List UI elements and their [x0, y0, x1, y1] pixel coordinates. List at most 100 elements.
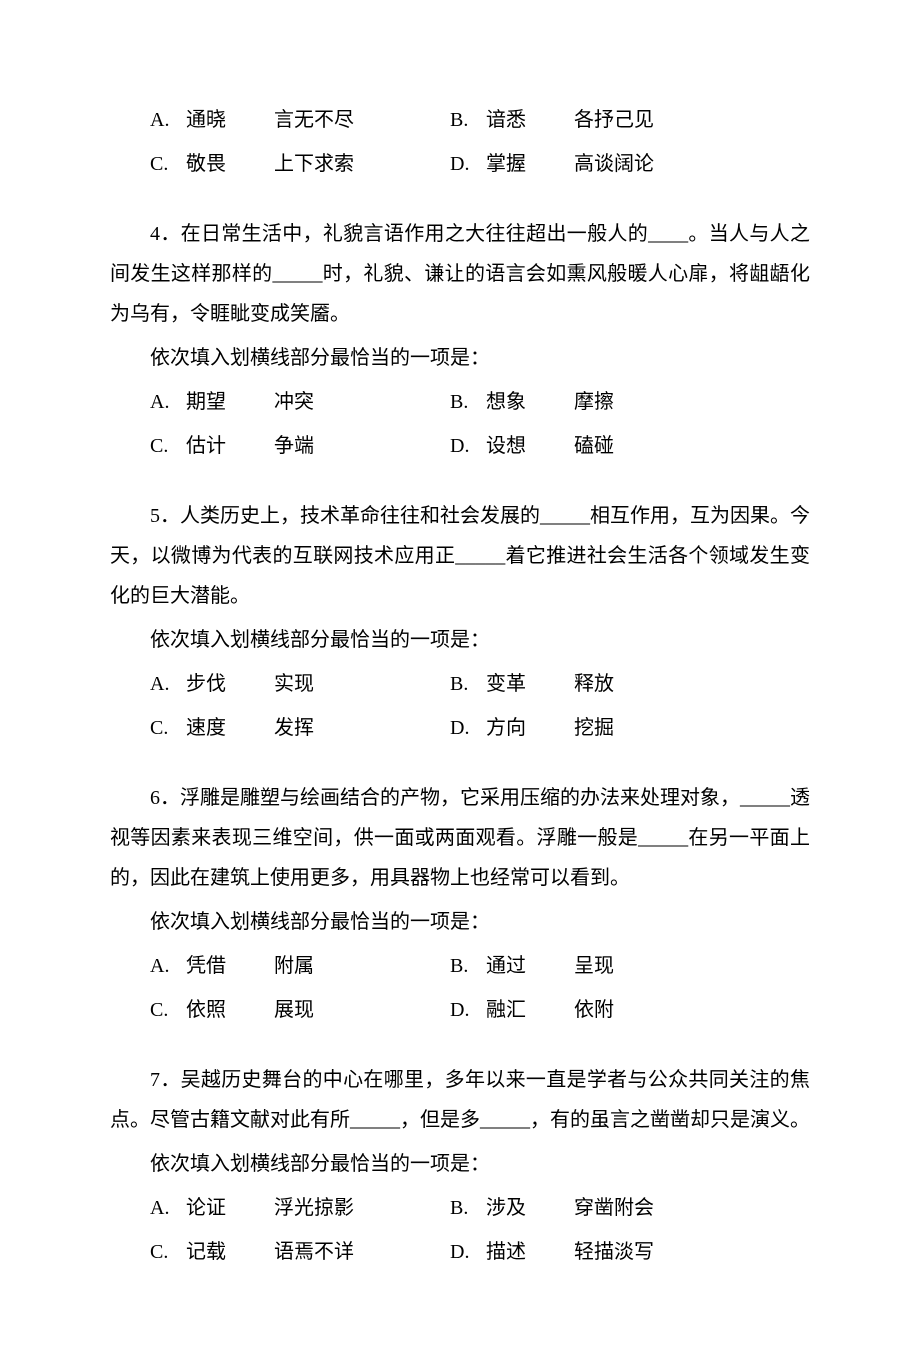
option-word-2: 穿凿附会	[574, 1188, 674, 1228]
option-row: C. 依照 展现 D. 融汇 依附	[150, 990, 810, 1030]
option-word-1: 描述	[486, 1232, 574, 1272]
option-word-2: 挖掘	[574, 708, 674, 748]
option-word-2: 附属	[274, 946, 374, 986]
option-row: A. 凭借 附属 B. 通过 呈现	[150, 946, 810, 986]
option-word-1: 凭借	[186, 946, 274, 986]
option-a[interactable]: A. 步伐 实现	[150, 664, 450, 704]
option-c[interactable]: C. 估计 争端	[150, 426, 450, 466]
option-a[interactable]: A. 期望 冲突	[150, 382, 450, 422]
option-row: A. 论证 浮光掠影 B. 涉及 穿凿附会	[150, 1188, 810, 1228]
option-word-1: 依照	[186, 990, 274, 1030]
option-label: C.	[150, 708, 186, 748]
option-word-2: 冲突	[274, 382, 374, 422]
option-word-1: 设想	[486, 426, 574, 466]
option-label: D.	[450, 426, 486, 466]
question-5: 5．人类历史上，技术革命往往和社会发展的_____相互作用，互为因果。今天，以微…	[110, 496, 810, 748]
option-word-2: 各抒己见	[574, 100, 674, 140]
option-word-2: 释放	[574, 664, 674, 704]
question-6: 6．浮雕是雕塑与绘画结合的产物，它采用压缩的办法来处理对象，_____透视等因素…	[110, 778, 810, 1030]
option-word-2: 争端	[274, 426, 374, 466]
option-label: C.	[150, 426, 186, 466]
option-row: A. 期望 冲突 B. 想象 摩擦	[150, 382, 810, 422]
option-label: A.	[150, 946, 186, 986]
question-instruction: 依次填入划横线部分最恰当的一项是：	[110, 620, 810, 660]
question-text: 6．浮雕是雕塑与绘画结合的产物，它采用压缩的办法来处理对象，_____透视等因素…	[110, 778, 810, 898]
option-word-1: 速度	[186, 708, 274, 748]
option-label: B.	[450, 100, 486, 140]
option-word-1: 变革	[486, 664, 574, 704]
option-b[interactable]: B. 想象 摩擦	[450, 382, 674, 422]
question-3-options: A. 通晓 言无不尽 B. 谙悉 各抒己见 C. 敬畏 上下求索 D. 掌握 高…	[110, 100, 810, 184]
option-word-2: 发挥	[274, 708, 374, 748]
option-word-2: 语焉不详	[274, 1232, 374, 1272]
option-label: D.	[450, 1232, 486, 1272]
option-word-1: 融汇	[486, 990, 574, 1030]
option-word-2: 言无不尽	[274, 100, 374, 140]
option-word-2: 依附	[574, 990, 674, 1030]
option-c[interactable]: C. 敬畏 上下求索	[150, 144, 450, 184]
option-row: C. 速度 发挥 D. 方向 挖掘	[150, 708, 810, 748]
question-7: 7．吴越历史舞台的中心在哪里，多年以来一直是学者与公众共同关注的焦点。尽管古籍文…	[110, 1060, 810, 1272]
option-word-1: 通晓	[186, 100, 274, 140]
option-b[interactable]: B. 谙悉 各抒己见	[450, 100, 674, 140]
option-label: A.	[150, 100, 186, 140]
option-b[interactable]: B. 通过 呈现	[450, 946, 674, 986]
option-label: D.	[450, 708, 486, 748]
option-word-2: 上下求索	[274, 144, 374, 184]
option-word-2: 展现	[274, 990, 374, 1030]
option-b[interactable]: B. 涉及 穿凿附会	[450, 1188, 674, 1228]
question-instruction: 依次填入划横线部分最恰当的一项是：	[110, 902, 810, 942]
option-row: C. 敬畏 上下求索 D. 掌握 高谈阔论	[150, 144, 810, 184]
question-text: 4．在日常生活中，礼貌言语作用之大往往超出一般人的____。当人与人之间发生这样…	[110, 214, 810, 334]
option-d[interactable]: D. 掌握 高谈阔论	[450, 144, 674, 184]
option-label: D.	[450, 144, 486, 184]
option-word-2: 实现	[274, 664, 374, 704]
option-word-1: 方向	[486, 708, 574, 748]
option-word-1: 估计	[186, 426, 274, 466]
option-label: C.	[150, 144, 186, 184]
option-word-1: 谙悉	[486, 100, 574, 140]
option-a[interactable]: A. 论证 浮光掠影	[150, 1188, 450, 1228]
option-label: A.	[150, 1188, 186, 1228]
option-label: B.	[450, 946, 486, 986]
option-word-2: 磕碰	[574, 426, 674, 466]
option-word-1: 论证	[186, 1188, 274, 1228]
option-label: A.	[150, 664, 186, 704]
option-word-1: 掌握	[486, 144, 574, 184]
question-instruction: 依次填入划横线部分最恰当的一项是：	[110, 338, 810, 378]
option-row: C. 记载 语焉不详 D. 描述 轻描淡写	[150, 1232, 810, 1272]
question-4: 4．在日常生活中，礼貌言语作用之大往往超出一般人的____。当人与人之间发生这样…	[110, 214, 810, 466]
option-d[interactable]: D. 融汇 依附	[450, 990, 674, 1030]
question-text: 7．吴越历史舞台的中心在哪里，多年以来一直是学者与公众共同关注的焦点。尽管古籍文…	[110, 1060, 810, 1140]
question-text: 5．人类历史上，技术革命往往和社会发展的_____相互作用，互为因果。今天，以微…	[110, 496, 810, 616]
option-word-2: 呈现	[574, 946, 674, 986]
option-label: C.	[150, 1232, 186, 1272]
option-row: A. 步伐 实现 B. 变革 释放	[150, 664, 810, 704]
question-instruction: 依次填入划横线部分最恰当的一项是：	[110, 1144, 810, 1184]
option-a[interactable]: A. 凭借 附属	[150, 946, 450, 986]
option-label: B.	[450, 1188, 486, 1228]
option-word-1: 涉及	[486, 1188, 574, 1228]
option-word-1: 期望	[186, 382, 274, 422]
option-label: B.	[450, 664, 486, 704]
option-d[interactable]: D. 方向 挖掘	[450, 708, 674, 748]
option-label: A.	[150, 382, 186, 422]
option-word-2: 摩擦	[574, 382, 674, 422]
option-label: D.	[450, 990, 486, 1030]
option-word-1: 想象	[486, 382, 574, 422]
option-word-2: 浮光掠影	[274, 1188, 374, 1228]
option-c[interactable]: C. 速度 发挥	[150, 708, 450, 748]
option-c[interactable]: C. 依照 展现	[150, 990, 450, 1030]
option-word-1: 步伐	[186, 664, 274, 704]
option-b[interactable]: B. 变革 释放	[450, 664, 674, 704]
option-word-2: 高谈阔论	[574, 144, 674, 184]
option-row: A. 通晓 言无不尽 B. 谙悉 各抒己见	[150, 100, 810, 140]
option-c[interactable]: C. 记载 语焉不详	[150, 1232, 450, 1272]
option-label: C.	[150, 990, 186, 1030]
option-d[interactable]: D. 设想 磕碰	[450, 426, 674, 466]
option-word-1: 通过	[486, 946, 574, 986]
option-label: B.	[450, 382, 486, 422]
option-d[interactable]: D. 描述 轻描淡写	[450, 1232, 674, 1272]
option-a[interactable]: A. 通晓 言无不尽	[150, 100, 450, 140]
option-word-1: 记载	[186, 1232, 274, 1272]
